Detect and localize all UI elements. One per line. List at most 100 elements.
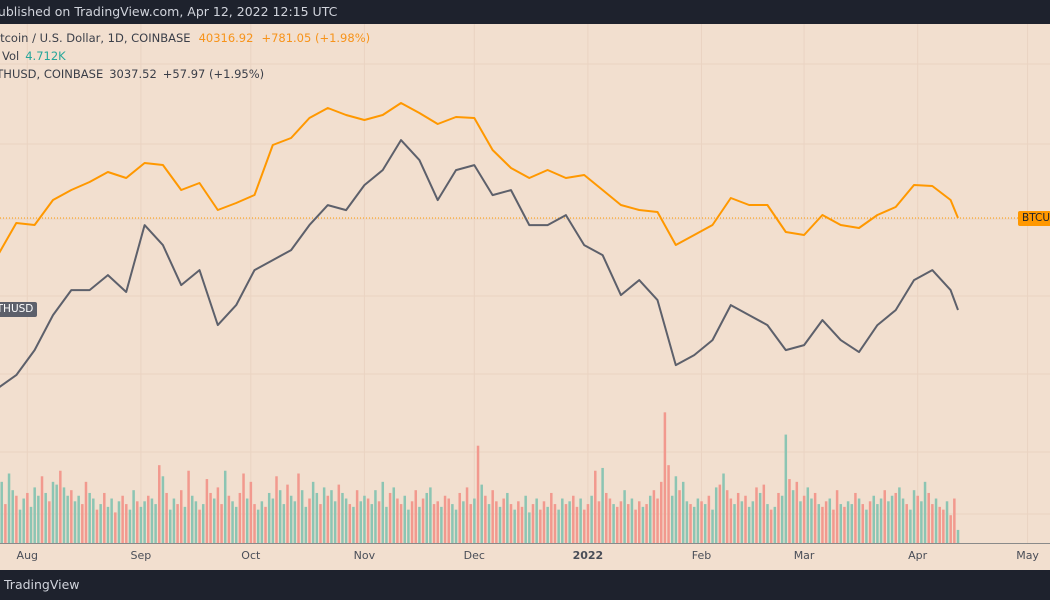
volume-bar <box>714 487 718 543</box>
volume-bar <box>95 509 99 543</box>
volume-bar <box>711 509 714 543</box>
volume-bar <box>722 473 725 543</box>
volume-bar <box>18 509 22 543</box>
volume-bar <box>205 479 209 543</box>
published-text: published on TradingView.com, Apr 12, 20… <box>0 4 338 19</box>
volume-bar <box>802 495 806 543</box>
volume-bar <box>531 504 535 543</box>
price-chart[interactable] <box>0 24 1050 543</box>
eth-price: 3037.52 <box>109 67 157 81</box>
volume-bar <box>308 498 311 543</box>
volume-bar <box>561 498 564 543</box>
volume-bar <box>557 509 560 543</box>
volume-bar <box>385 506 388 543</box>
legend-btc[interactable]: Bitcoin / U.S. Dollar, 1D, COINBASE 40316… <box>0 29 370 47</box>
btc-title: Bitcoin / U.S. Dollar, 1D, COINBASE <box>0 31 191 45</box>
volume-bar <box>835 490 839 543</box>
volume-bar <box>857 498 861 543</box>
volume-bar <box>253 504 256 543</box>
volume-bar <box>762 484 766 543</box>
volume-bar <box>751 501 755 543</box>
volume-bar <box>923 481 927 543</box>
volume-bar <box>297 473 300 543</box>
volume-bar <box>850 504 854 543</box>
volume-bar <box>418 506 421 543</box>
volume-bar <box>769 509 773 543</box>
volume-bar <box>59 470 62 543</box>
volume-bar <box>920 501 923 543</box>
volume-bar <box>905 504 908 543</box>
volume-bar <box>432 504 436 543</box>
volume-bar <box>220 504 223 543</box>
volume-bar <box>48 501 51 543</box>
x-tick-label: Mar <box>793 549 815 562</box>
volume-bar <box>187 470 190 543</box>
volume-bar <box>319 504 322 543</box>
volume-bar <box>678 490 681 543</box>
volume-bar <box>40 476 44 543</box>
volume-bar <box>216 487 220 543</box>
volume-bar <box>916 495 919 543</box>
volume-bar <box>110 498 113 543</box>
volume-bar <box>410 501 414 543</box>
volume-bar <box>956 529 960 543</box>
volume-bar <box>539 509 542 543</box>
volume-bar <box>212 498 216 543</box>
volume-bar <box>267 492 271 543</box>
volume-bar <box>451 504 454 543</box>
volume-bar <box>4 504 7 543</box>
legend-volume[interactable]: Vol 4.712K <box>2 47 370 65</box>
volume-bar <box>62 487 66 543</box>
x-tick-label: Aug <box>16 549 39 562</box>
volume-bar <box>685 501 689 543</box>
volume-bar <box>484 495 487 543</box>
legend-eth[interactable]: ETHUSD, COINBASE 3037.52 +57.97 (+1.95%) <box>0 65 370 83</box>
volume-bar <box>275 476 278 543</box>
volume-bar <box>44 492 47 543</box>
volume-bar <box>634 509 637 543</box>
volume-bar <box>747 506 751 543</box>
volume-bar <box>689 504 692 543</box>
volume-bar <box>861 504 865 543</box>
volume-bar <box>513 509 516 543</box>
volume-bar <box>352 506 355 543</box>
volume-bar <box>638 501 641 543</box>
volume-bar <box>616 506 619 543</box>
volume-bar <box>810 498 813 543</box>
volume-bar <box>458 492 461 543</box>
volume-bar <box>341 492 344 543</box>
volume-bar <box>139 506 143 543</box>
volume-bar <box>300 490 304 543</box>
volume-bar <box>517 501 520 543</box>
volume-bar <box>234 506 238 543</box>
x-tick-label: Sep <box>130 549 152 562</box>
volume-bar <box>619 501 623 543</box>
volume-bar <box>575 506 579 543</box>
volume-bar <box>392 487 396 543</box>
volume-bar <box>487 504 491 543</box>
volume-bar <box>293 501 297 543</box>
volume-bar <box>550 492 553 543</box>
volume-bar <box>601 467 604 543</box>
volume-bar <box>348 504 352 543</box>
volume-bar <box>590 495 593 543</box>
volume-bar <box>81 504 84 543</box>
volume-bar <box>128 509 132 543</box>
chart-legend: Bitcoin / U.S. Dollar, 1D, COINBASE 40316… <box>0 29 370 83</box>
vol-value: 4.712K <box>25 49 66 63</box>
volume-bar <box>194 501 198 543</box>
volume-bar <box>0 481 3 543</box>
volume-bar <box>707 495 711 543</box>
volume-bar <box>696 498 700 543</box>
volume-bar <box>311 481 315 543</box>
volume-bar <box>718 484 722 543</box>
volume-bar <box>506 492 509 543</box>
volume-bar <box>440 506 443 543</box>
volume-bar <box>495 501 498 543</box>
volume-bar <box>509 504 513 543</box>
volume-bar <box>473 498 476 543</box>
volume-bar <box>934 498 938 543</box>
volume-bar <box>623 490 626 543</box>
time-axis[interactable]: Aug Sep Oct Nov Dec 2022 Feb Mar Apr May <box>0 543 1050 571</box>
volume-bar <box>876 504 879 543</box>
